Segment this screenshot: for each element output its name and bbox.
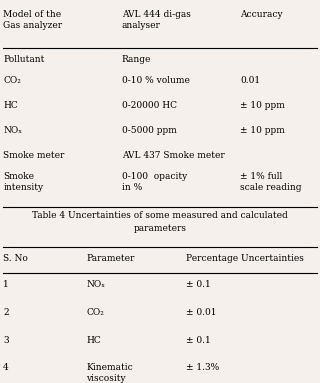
Text: Smoke meter: Smoke meter [3,151,65,159]
Text: NOₓ: NOₓ [86,280,106,289]
Text: AVL 444 di-gas
analyser: AVL 444 di-gas analyser [122,10,190,29]
Text: 0-100  opacity
in %: 0-100 opacity in % [122,172,187,192]
Text: AVL 437 Smoke meter: AVL 437 Smoke meter [122,151,224,159]
Text: ± 1% full
scale reading: ± 1% full scale reading [240,172,301,192]
Text: Model of the
Gas analyzer: Model of the Gas analyzer [3,10,62,29]
Text: Accuracy: Accuracy [240,10,283,18]
Text: Pollutant: Pollutant [3,55,44,64]
Text: Parameter: Parameter [86,254,135,262]
Text: ± 10 ppm: ± 10 ppm [240,126,285,134]
Text: ± 1.3%: ± 1.3% [186,363,219,372]
Text: ± 0.01: ± 0.01 [186,308,216,317]
Text: CO₂: CO₂ [86,308,104,317]
Text: 2: 2 [3,308,9,317]
Text: 3: 3 [3,336,9,344]
Text: 0-5000 ppm: 0-5000 ppm [122,126,176,134]
Text: HC: HC [3,101,18,110]
Text: ± 0.1: ± 0.1 [186,336,210,344]
Text: ± 0.1: ± 0.1 [186,280,210,289]
Text: NOₓ: NOₓ [3,126,22,134]
Text: Range: Range [122,55,151,64]
Text: Smoke
intensity: Smoke intensity [3,172,43,192]
Text: Table 4 Uncertainties of some measured and calculated
parameters: Table 4 Uncertainties of some measured a… [32,211,288,233]
Text: Percentage Uncertainties: Percentage Uncertainties [186,254,303,262]
Text: ± 10 ppm: ± 10 ppm [240,101,285,110]
Text: 0.01: 0.01 [240,76,260,85]
Text: Kinematic
viscosity: Kinematic viscosity [86,363,133,383]
Text: S. No: S. No [3,254,28,262]
Text: CO₂: CO₂ [3,76,21,85]
Text: 1: 1 [3,280,9,289]
Text: HC: HC [86,336,101,344]
Text: 0-10 % volume: 0-10 % volume [122,76,189,85]
Text: 4: 4 [3,363,9,372]
Text: 0-20000 HC: 0-20000 HC [122,101,177,110]
